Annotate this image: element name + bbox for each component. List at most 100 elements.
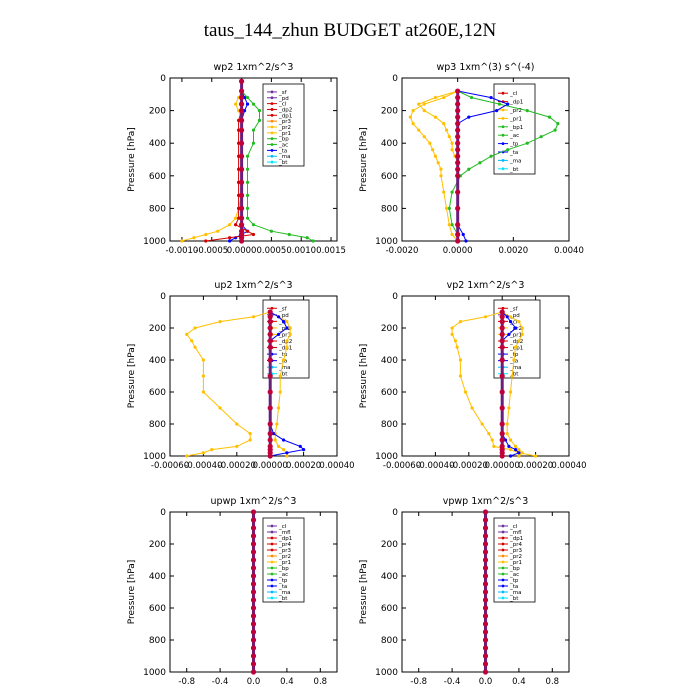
y-tick-label: 800 <box>149 204 166 214</box>
data-point <box>245 193 250 197</box>
data-point <box>267 437 273 443</box>
data-point <box>250 533 257 539</box>
x-tick-label: -0.0010 <box>166 246 199 256</box>
legend-marker <box>270 524 274 528</box>
data-point <box>267 344 273 350</box>
legend-label: _ma <box>509 158 521 164</box>
data-point <box>455 94 461 101</box>
legend-marker <box>270 96 274 100</box>
data-point <box>490 438 494 442</box>
data-point <box>455 114 461 120</box>
legend-label: _pr2 <box>278 326 291 332</box>
legend-label: _ac <box>278 572 288 578</box>
data-point <box>267 421 273 427</box>
data-point <box>250 549 257 555</box>
data-point <box>250 581 257 587</box>
legend-label: _sf <box>509 306 519 312</box>
legend-label: _cl <box>278 524 287 530</box>
data-point <box>520 451 524 455</box>
data-point <box>478 161 482 165</box>
legend-label: _pr1 <box>278 332 291 338</box>
legend-label: _mfl <box>278 530 291 536</box>
data-point <box>276 406 281 410</box>
data-point <box>285 320 289 324</box>
legend-label: _pr3 <box>509 548 523 554</box>
data-point <box>505 432 509 436</box>
legend-marker <box>501 554 505 558</box>
legend-label: _dp1 <box>278 536 292 542</box>
legend-label: _tp <box>278 578 288 584</box>
legend-label: _pr3 <box>278 119 292 125</box>
data-point <box>245 216 250 220</box>
data-point <box>444 128 449 132</box>
data-point <box>250 621 257 627</box>
data-point <box>275 422 279 426</box>
data-point <box>238 94 245 101</box>
data-point <box>455 127 461 133</box>
data-point <box>411 122 415 126</box>
data-point <box>257 118 262 122</box>
data-point <box>480 422 484 426</box>
data-point <box>238 88 245 94</box>
x-tick-label: -0.00060 <box>383 461 421 471</box>
x-tick-label: 0.8 <box>546 677 560 687</box>
x-tick-label: -0.0005 <box>195 246 228 256</box>
legend-marker <box>270 90 274 94</box>
data-point <box>250 541 257 547</box>
data-point <box>455 231 461 238</box>
data-point <box>245 206 250 210</box>
data-point <box>250 565 257 571</box>
plot-frame <box>401 295 570 457</box>
data-point <box>250 661 257 667</box>
data-point <box>250 629 257 635</box>
legend-box <box>493 83 536 175</box>
data-point <box>467 115 471 119</box>
data-point <box>442 190 446 194</box>
data-point <box>513 444 518 448</box>
data-point <box>248 432 252 436</box>
data-point <box>439 167 443 171</box>
legend-label: _bt <box>278 372 288 378</box>
x-tick-label: 0.0015 <box>316 246 346 256</box>
data-point <box>507 444 511 448</box>
x-tick-label: 0.00000 <box>485 461 520 471</box>
legend-label: _ac <box>509 133 519 139</box>
data-point <box>499 421 505 427</box>
x-tick-label: -0.00040 <box>184 461 222 471</box>
x-tick-label: 0.0000 <box>227 246 257 256</box>
legend-marker <box>270 113 274 117</box>
chart-panel-3: vp2 1xm^2/s^3 Pressure [hPa] 0 200 400 600 800… <box>359 280 587 471</box>
data-point <box>251 102 256 106</box>
data-point <box>267 338 273 344</box>
x-tick-label: 0.4 <box>512 677 526 687</box>
x-tick-label: 0.0020 <box>498 246 528 256</box>
panel-title: vp2 1xm^2/s^3 <box>447 280 525 291</box>
legend-marker <box>270 572 274 576</box>
y-tick-label: 600 <box>149 172 166 182</box>
data-point <box>539 135 543 139</box>
data-point <box>201 358 205 362</box>
data-point <box>517 451 521 455</box>
data-point <box>267 357 273 363</box>
data-point <box>482 565 489 571</box>
data-point <box>269 229 273 233</box>
data-point <box>495 109 499 113</box>
data-point <box>489 95 493 100</box>
x-tick-label: 0.00020 <box>286 461 321 471</box>
legend-marker <box>270 306 274 310</box>
data-point <box>193 326 197 330</box>
legend-marker <box>501 142 505 146</box>
x-tick-label: 0.00040 <box>551 461 586 471</box>
y-tick-label: 200 <box>381 324 398 334</box>
data-point <box>455 189 461 195</box>
data-point <box>278 390 282 394</box>
legend-label: _pr4 <box>278 542 292 548</box>
y-tick-label: 400 <box>149 356 166 366</box>
data-point <box>482 597 489 603</box>
data-point <box>238 108 245 114</box>
x-tick-label: 0.0000 <box>443 246 473 256</box>
legend-label: _ma <box>278 154 290 160</box>
data-point <box>228 223 232 227</box>
legend-label: _pr2 <box>278 125 291 131</box>
legend-label: _cl <box>509 319 518 325</box>
